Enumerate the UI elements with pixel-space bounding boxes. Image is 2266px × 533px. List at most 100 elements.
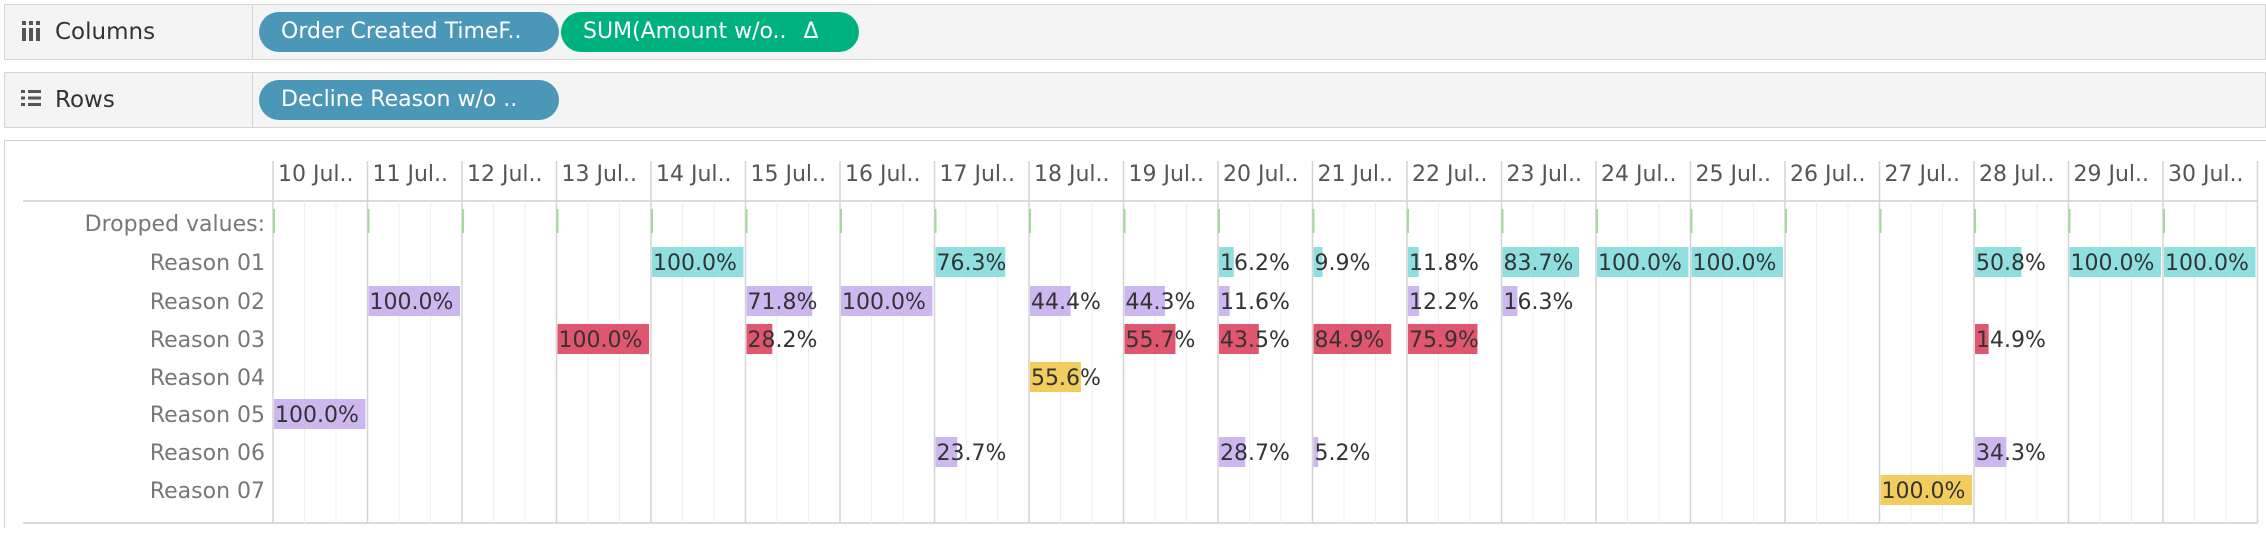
bar-value-label: 100.0%: [1882, 479, 1966, 504]
column-header-label: 22 Jul..: [1412, 162, 1488, 187]
bar-mark: [1408, 286, 1420, 316]
rows-shelf-label-area: Rows: [5, 73, 253, 127]
bar-mark: [1124, 286, 1166, 316]
row-header-label: Reason 01: [150, 251, 265, 276]
row-header-label: Reason 02: [150, 290, 265, 315]
bar-value-label: 100.0%: [275, 403, 359, 428]
bar-mark: [1313, 247, 1323, 277]
order-created-time-pill[interactable]: Order Created TimeF..: [259, 12, 559, 52]
column-header-label: 28 Jul..: [1979, 162, 2055, 187]
column-header-label: 12 Jul..: [467, 162, 543, 187]
bar-mark: [1880, 475, 1972, 505]
bar-value-label: 75.9%: [1409, 328, 1479, 353]
bar-mark: [2164, 247, 2256, 277]
bar-mark: [1691, 247, 1783, 277]
pill-label: Decline Reason w/o ..: [281, 87, 518, 112]
column-header-label: 26 Jul..: [1790, 162, 1866, 187]
bar-value-label: 16.3%: [1504, 290, 1574, 315]
pill-label: SUM(Amount w/o..: [583, 19, 787, 44]
column-header-label: 19 Jul..: [1129, 162, 1205, 187]
bar-mark: [1124, 324, 1176, 354]
column-header-label: 25 Jul..: [1696, 162, 1772, 187]
bar-mark: [935, 437, 958, 467]
bar-value-label: 5.2%: [1315, 441, 1371, 466]
bar-mark: [1975, 437, 2007, 467]
decline-reason-pill[interactable]: Decline Reason w/o ..: [259, 80, 559, 120]
bar-value-label: 50.8%: [1976, 251, 2046, 276]
bar-mark: [1313, 437, 1319, 467]
viz-view: 10 Jul.. 11 Jul.. 12 Jul.. 13 Jul.. 14 Jul..…: [4, 140, 2266, 528]
bar-value-label: 100.0%: [2071, 251, 2155, 276]
column-header-label: 20 Jul..: [1223, 162, 1299, 187]
bar-value-label: 76.3%: [937, 251, 1007, 276]
bar-value-label: 23.7%: [937, 441, 1007, 466]
bar-value-label: 9.9%: [1315, 251, 1371, 276]
bar-value-label: 84.9%: [1315, 328, 1385, 353]
bar-mark: [368, 286, 460, 316]
bar-value-label: 100.0%: [1693, 251, 1777, 276]
bar-value-label: 44.4%: [1031, 290, 1101, 315]
column-header-label: 27 Jul..: [1885, 162, 1961, 187]
column-header-label: 24 Jul..: [1601, 162, 1677, 187]
bar-value-label: 100.0%: [559, 328, 643, 353]
bar-mark: [1030, 362, 1081, 392]
row-header-label: Reason 07: [150, 479, 265, 504]
delta-icon: Δ: [803, 19, 819, 44]
columns-shelf-label-area: Columns: [5, 5, 253, 59]
column-header-label: 29 Jul..: [2074, 162, 2150, 187]
column-header-label: 21 Jul..: [1318, 162, 1394, 187]
bar-value-label: 100.0%: [842, 290, 926, 315]
bar-value-label: 16.2%: [1220, 251, 1290, 276]
bar-mark: [1219, 324, 1259, 354]
bar-value-label: 55.6%: [1031, 366, 1101, 391]
row-header-label: Reason 04: [150, 366, 265, 391]
rows-shelf: Rows Decline Reason w/o ..: [4, 72, 2266, 128]
bar-mark: [1975, 247, 2022, 277]
bar-value-label: 71.8%: [748, 290, 818, 315]
bar-mark: [1502, 286, 1518, 316]
row-header-label: Dropped values:: [85, 212, 265, 237]
rows-shelf-label: Rows: [55, 87, 115, 113]
row-header-label: Reason 05: [150, 403, 265, 428]
bar-value-label: 100.0%: [370, 290, 454, 315]
column-header-label: 23 Jul..: [1507, 162, 1583, 187]
bar-mark: [746, 286, 813, 316]
bar-mark: [557, 324, 649, 354]
column-header-label: 10 Jul..: [278, 162, 354, 187]
bar-value-label: 12.2%: [1409, 290, 1479, 315]
bar-value-label: 34.3%: [1976, 441, 2046, 466]
bar-mark: [1408, 324, 1478, 354]
bar-mark: [1408, 247, 1419, 277]
bar-value-label: 100.0%: [1598, 251, 1682, 276]
column-header-label: 18 Jul..: [1034, 162, 1110, 187]
column-header-label: 13 Jul..: [562, 162, 638, 187]
sum-amount-pill[interactable]: SUM(Amount w/o.. Δ: [561, 12, 859, 52]
bar-mark: [652, 247, 744, 277]
bar-mark: [1219, 437, 1246, 467]
bar-value-label: 28.2%: [748, 328, 818, 353]
bar-value-label: 11.6%: [1220, 290, 1290, 315]
bar-mark: [746, 324, 773, 354]
bar-mark: [1219, 247, 1234, 277]
column-header-label: 14 Jul..: [656, 162, 732, 187]
column-header-label: 30 Jul..: [2168, 162, 2244, 187]
columns-shelf-label: Columns: [55, 19, 156, 45]
pill-label: Order Created TimeF..: [281, 19, 522, 44]
bar-mark: [1219, 286, 1230, 316]
column-header-label: 11 Jul..: [373, 162, 449, 187]
bar-value-label: 100.0%: [653, 251, 737, 276]
bar-mark: [274, 399, 366, 429]
bar-mark: [935, 247, 1006, 277]
bar-value-label: 43.5%: [1220, 328, 1290, 353]
bar-mark: [1975, 324, 1989, 354]
bar-value-label: 83.7%: [1504, 251, 1574, 276]
columns-shelf: Columns Order Created TimeF.. SUM(Amount…: [4, 4, 2266, 60]
bar-value-label: 100.0%: [2165, 251, 2249, 276]
bar-value-label: 11.8%: [1409, 251, 1479, 276]
row-header-label: Reason 03: [150, 328, 265, 353]
bar-mark: [841, 286, 933, 316]
columns-icon: [19, 19, 43, 45]
bar-mark: [1313, 324, 1392, 354]
column-header-label: 17 Jul..: [940, 162, 1016, 187]
bar-table-chart: 10 Jul.. 11 Jul.. 12 Jul.. 13 Jul.. 14 Jul..…: [23, 161, 2259, 524]
